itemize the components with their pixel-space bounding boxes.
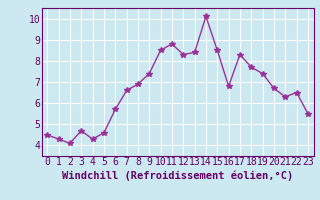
X-axis label: Windchill (Refroidissement éolien,°C): Windchill (Refroidissement éolien,°C) bbox=[62, 170, 293, 181]
